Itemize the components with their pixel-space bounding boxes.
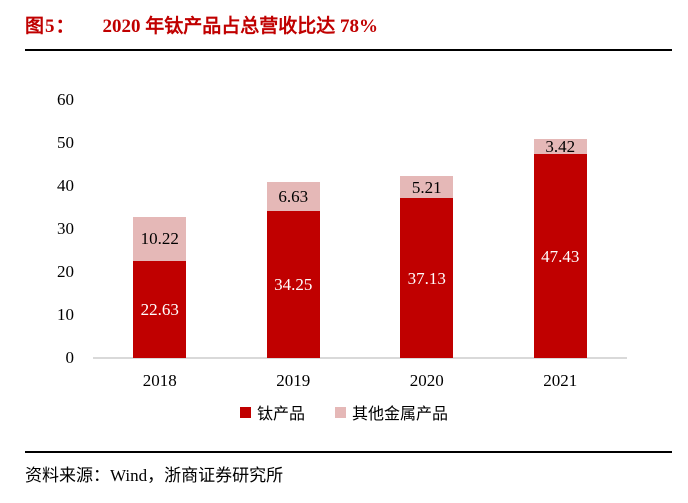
x-axis-label-2021: 2021: [543, 371, 578, 390]
x-axis-label-2019: 2019: [276, 371, 311, 390]
bar-value-label: 3.42: [545, 137, 576, 157]
bar-segment-2020: 37.13: [400, 198, 454, 358]
bar-segment-2018: 10.22: [133, 216, 187, 261]
x-axis-label-2018: 2018: [142, 371, 177, 390]
bar-group-2019: 6.63 34.25: [266, 182, 320, 358]
legend: 钛产品 其他金属产品: [0, 400, 688, 424]
legend-label-other-metal-products: 其他金属产品: [352, 406, 449, 423]
title-divider: [25, 49, 672, 51]
bar-group-2021: 3.42 47.43: [533, 137, 587, 358]
y-axis-tick-0: 0: [65, 348, 75, 367]
bar-segment-2019: 34.25: [266, 210, 320, 358]
legend-item-other-metal-products: 其他金属产品: [335, 400, 448, 424]
bar-value-label: 34.25: [274, 274, 313, 294]
y-axis-tick-10: 10: [57, 305, 74, 324]
y-axis-tick-60: 60: [57, 90, 74, 109]
stacked-bar-chart: 0 10 20 30 40 50 60 10.22 22.63 6.63 34.25 5.21 37.…: [0, 60, 688, 400]
bar-group-2018: 10.22 22.63: [133, 216, 187, 358]
figure-title: 图5： 2020 年钛产品占总营收比达 78%: [25, 11, 378, 38]
source-divider: [25, 451, 672, 453]
bar-segment-2021: 47.43: [533, 154, 587, 358]
bar-group-2020: 5.21 37.13: [400, 175, 454, 358]
bar-segment-2020: 5.21: [400, 175, 454, 199]
legend-swatch-other-metal-products: [335, 406, 346, 418]
x-axis-line: [93, 357, 627, 359]
bar-value-label: 37.13: [407, 268, 446, 288]
bar-value-label: 6.63: [278, 186, 309, 206]
bar-value-label: 10.22: [140, 229, 179, 249]
bar-segment-2021: 3.42: [533, 137, 587, 157]
bar-segment-2019: 6.63: [266, 182, 320, 211]
legend-label-titanium-products: 钛产品: [256, 406, 305, 423]
y-axis-tick-50: 50: [57, 133, 74, 152]
bar-value-label: 5.21: [411, 177, 442, 197]
bar-value-label: 47.43: [541, 246, 580, 266]
x-axis-label-2020: 2020: [409, 371, 444, 390]
bar-value-label: 22.63: [140, 299, 179, 319]
y-axis-tick-30: 30: [57, 219, 74, 238]
legend-swatch-titanium-products: [239, 406, 251, 418]
figure-number-label: 图5：: [25, 16, 76, 37]
figure-title-text: 2020 年钛产品占总营收比达 78%: [102, 16, 379, 37]
bar-segment-2018: 22.63: [133, 260, 187, 358]
legend-item-titanium-products: 钛产品: [239, 400, 305, 424]
source-note: 资料来源：Wind，浙商证券研究所: [25, 466, 284, 485]
y-axis-tick-20: 20: [57, 262, 74, 281]
y-axis-tick-40: 40: [57, 176, 74, 195]
